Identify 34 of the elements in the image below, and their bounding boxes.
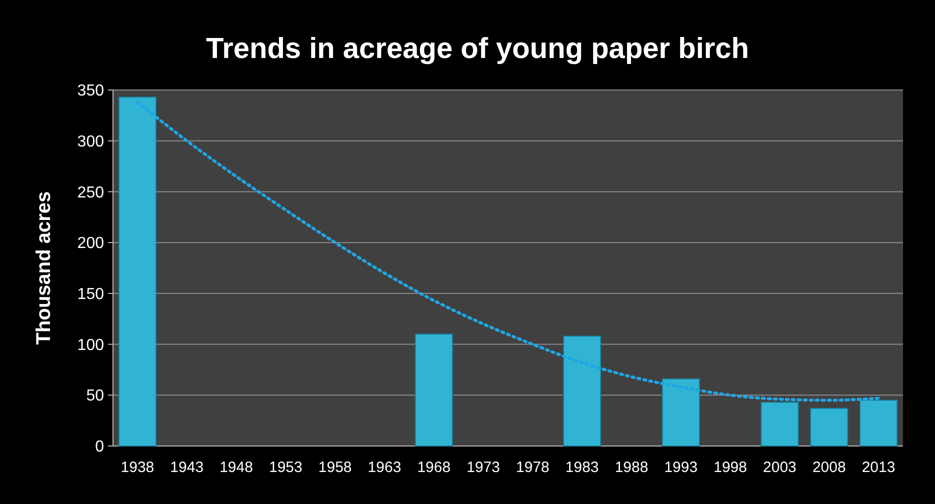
y-tick-label: 350 [77, 82, 104, 100]
x-tick-label: 1948 [220, 459, 253, 476]
y-tick-label: 0 [95, 438, 104, 456]
x-tick-label: 1978 [516, 459, 550, 476]
line-series [136, 100, 880, 402]
bar [118, 96, 156, 446]
bar [860, 400, 898, 446]
x-tick-label: 2003 [763, 459, 796, 476]
x-tick-label: 1958 [318, 459, 352, 476]
y-tick-label: 250 [77, 184, 104, 202]
x-tick-label: 1968 [417, 459, 451, 476]
bar [760, 402, 799, 446]
x-tick-label: 1938 [120, 459, 154, 476]
bar [810, 408, 848, 446]
y-tick-label: 300 [77, 133, 104, 150]
x-tick-label: 1998 [714, 459, 748, 476]
x-tick-label: 1943 [170, 459, 204, 476]
bar [563, 336, 602, 446]
x-tick-label: 2008 [812, 459, 846, 476]
y-tick-label: 200 [77, 235, 104, 252]
bar [414, 334, 453, 446]
y-tick-label: 50 [86, 388, 104, 405]
x-tick-label: 1993 [664, 459, 698, 476]
x-tick-label: 1988 [614, 459, 648, 476]
x-tick-label: 1973 [466, 459, 500, 476]
y-tick-label: 100 [77, 336, 104, 354]
x-tick-label: 1983 [565, 459, 599, 476]
bar [662, 378, 700, 446]
chart-title: Trends in acreage of young paper birch [206, 33, 750, 65]
x-tick-label: 2013 [862, 459, 896, 476]
x-tick-label: 1963 [368, 459, 402, 476]
y-axis-title: Thousand acres [33, 191, 55, 345]
y-tick-label: 150 [77, 286, 104, 304]
x-tick-label: 1953 [268, 459, 302, 476]
